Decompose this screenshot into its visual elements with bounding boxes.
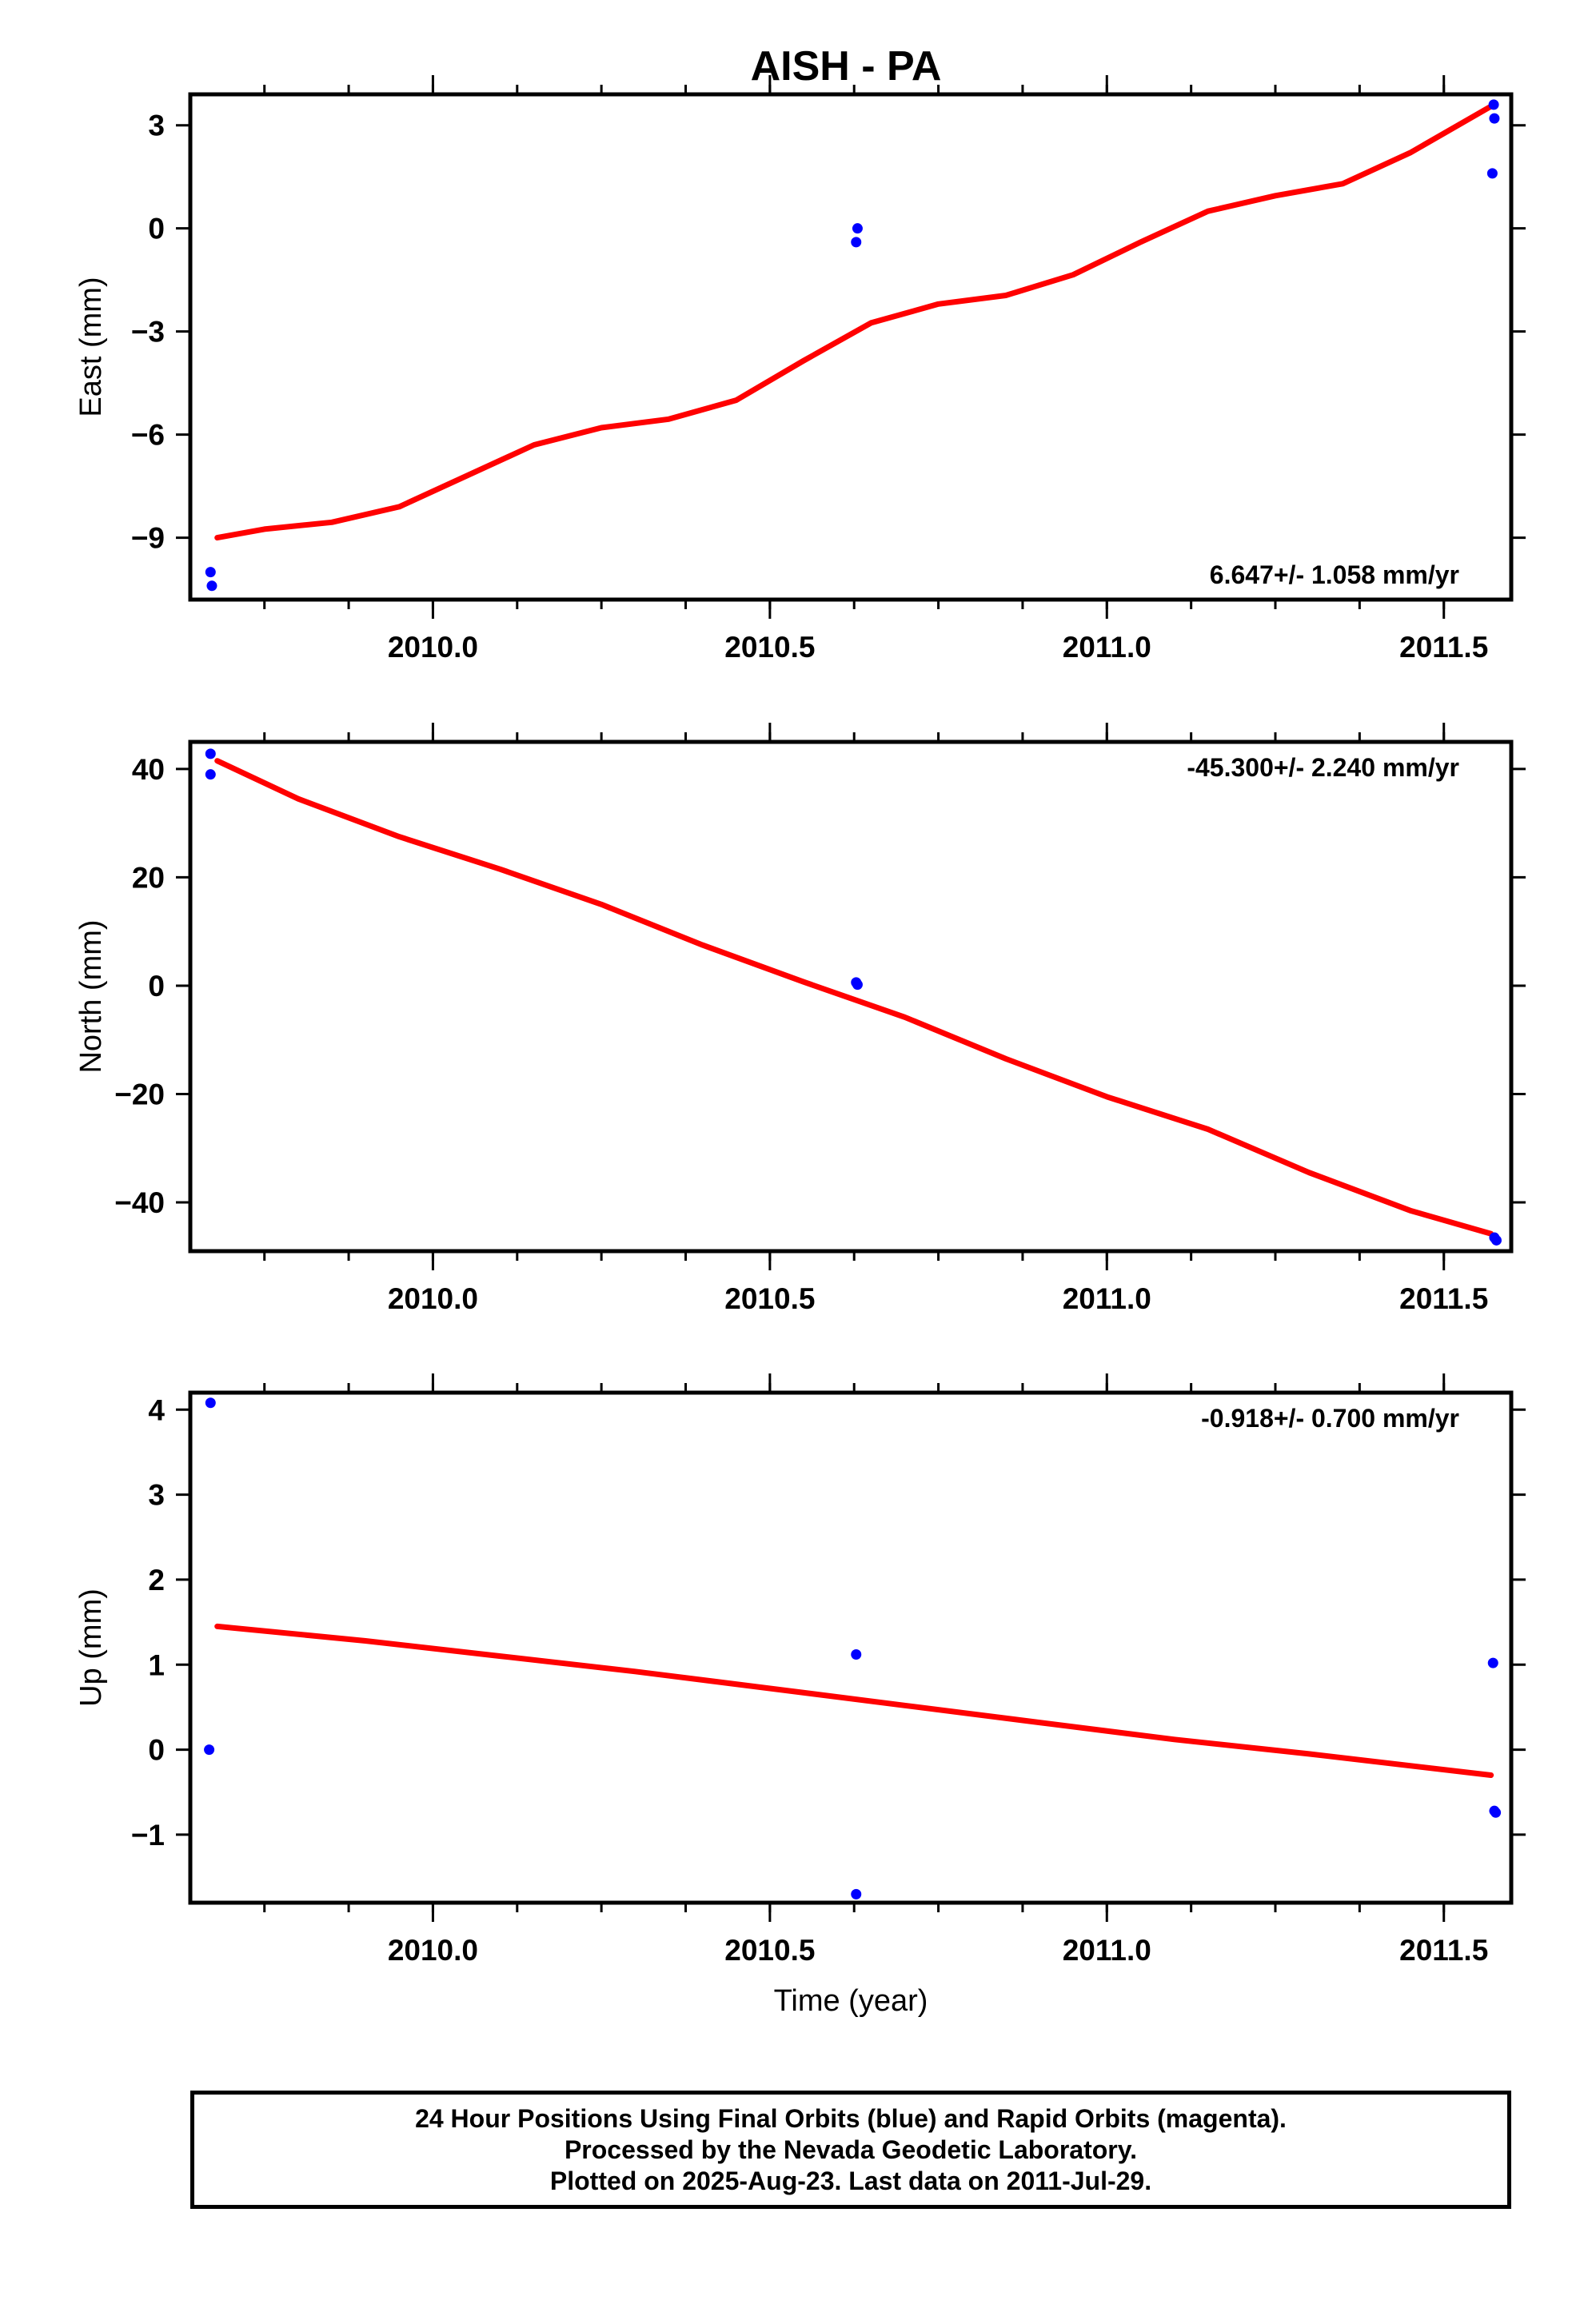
east-fit-line — [214, 103, 1494, 541]
up-y-tick-label: −1 — [131, 1819, 165, 1852]
up-data-point — [851, 1649, 862, 1660]
north-data-point — [205, 748, 216, 759]
up-y-tick-label: 0 — [148, 1734, 165, 1767]
up-data-point — [205, 1397, 216, 1409]
east-y-tick-label: −3 — [131, 316, 165, 349]
footer-line-3: Plotted on 2025-Aug-23. Last data on 201… — [549, 2166, 1152, 2195]
north-rate-label: -45.300+/- 2.240 mm/yr — [1187, 753, 1459, 782]
east-y-axis-label: East (mm) — [74, 277, 108, 417]
north-y-axis-label: North (mm) — [74, 919, 108, 1073]
north-y-tick-label: −40 — [114, 1186, 165, 1219]
up-panel: 2010.0 2010.5 2011.0 2011.5 −1 0 1 2 3 4 Up (mm) Ti… — [74, 1373, 1526, 2018]
east-data-point — [852, 223, 863, 234]
north-y-tick-label: 40 — [132, 753, 165, 786]
up-plot-frame — [188, 1390, 1514, 1905]
up-x-tick-label: 2011.5 — [1399, 1934, 1488, 1967]
up-y-tick-label: 1 — [148, 1648, 165, 1681]
north-x-tick-label: 2010.5 — [724, 1282, 815, 1315]
north-fit-line — [214, 758, 1494, 1237]
footer-line-2: Processed by the Nevada Geodetic Laborat… — [564, 2135, 1138, 2164]
east-x-tick-label: 2010.5 — [724, 631, 815, 664]
up-x-tick-label: 2010.5 — [724, 1934, 815, 1967]
north-panel: 2010.0 2010.5 2011.0 2011.5 −40 −20 0 20 40 North… — [74, 723, 1526, 1315]
east-panel: 2010.0 2010.5 2011.0 2011.5 −9 −6 −3 0 3 East (mm… — [74, 75, 1526, 664]
east-rate-label: 6.647+/- 1.058 mm/yr — [1210, 560, 1459, 589]
north-y-tick-label: −20 — [114, 1078, 165, 1110]
east-data-point — [1488, 99, 1499, 110]
east-data-point — [1486, 168, 1498, 179]
north-x-tick-label: 2010.0 — [388, 1282, 478, 1315]
north-y-tick-label: 20 — [132, 861, 165, 894]
chart-title: AISH - PA — [751, 43, 942, 90]
north-plot-frame — [188, 739, 1514, 1254]
east-x-tick-label: 2011.0 — [1063, 631, 1151, 664]
east-data-point — [205, 567, 216, 578]
east-data-point — [1489, 113, 1500, 124]
up-data-point — [1490, 1807, 1502, 1818]
up-fit-line — [214, 1623, 1494, 1778]
east-plot-frame — [188, 92, 1514, 602]
east-y-tick-label: −9 — [131, 522, 165, 555]
east-y-tick-label: −6 — [131, 419, 165, 452]
up-x-axis-label: Time (year) — [774, 1984, 928, 2018]
east-y-tick-label: 0 — [148, 213, 165, 245]
up-rate-label: -0.918+/- 0.700 mm/yr — [1201, 1404, 1459, 1433]
north-y-tick-label: 0 — [148, 970, 165, 1003]
up-y-tick-label: 4 — [148, 1393, 165, 1426]
east-x-tick-label: 2011.5 — [1399, 631, 1488, 664]
up-y-axis-label: Up (mm) — [74, 1589, 108, 1707]
up-data-point — [1487, 1657, 1498, 1668]
up-y-tick-label: 3 — [148, 1479, 165, 1512]
north-x-tick-label: 2011.0 — [1063, 1282, 1151, 1315]
east-x-tick-label: 2010.0 — [388, 631, 478, 664]
up-x-tick-label: 2010.0 — [388, 1934, 478, 1967]
up-x-tick-label: 2011.0 — [1063, 1934, 1151, 1967]
east-data-point — [851, 237, 862, 248]
north-data-point — [852, 979, 863, 991]
footer-line-1: 24 Hour Positions Using Final Orbits (bl… — [415, 2103, 1287, 2133]
north-data-point — [1490, 1234, 1502, 1246]
east-data-point — [206, 580, 217, 592]
north-data-point — [205, 769, 216, 780]
up-data-point — [851, 1888, 862, 1899]
north-x-tick-label: 2011.5 — [1399, 1282, 1488, 1315]
east-y-tick-label: 3 — [148, 110, 165, 142]
up-data-point — [204, 1744, 215, 1756]
up-y-tick-label: 2 — [148, 1564, 165, 1597]
footer-caption-box: 24 Hour Positions Using Final Orbits (bl… — [190, 2091, 1511, 2209]
